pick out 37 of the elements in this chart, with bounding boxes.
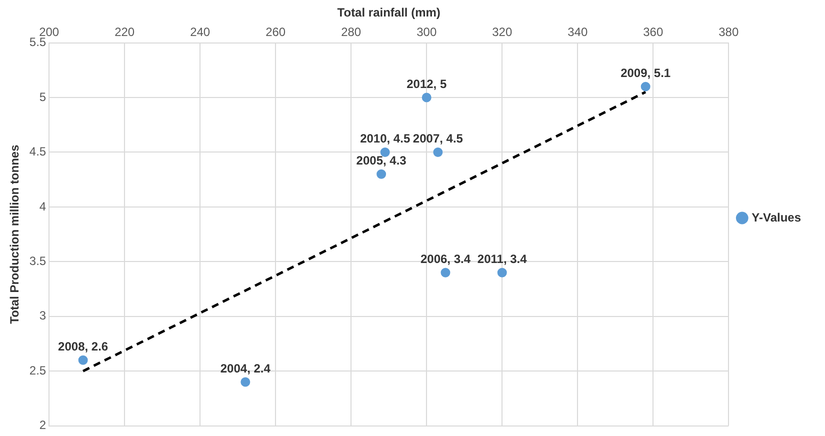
x-tick-label: 380 — [718, 24, 739, 39]
y-tick-label: 3 — [39, 308, 46, 323]
x-axis-title: Total rainfall (mm) — [337, 6, 440, 20]
y-tick-label: 3.5 — [29, 254, 46, 268]
point — [240, 377, 250, 387]
point — [497, 268, 507, 278]
y-tick-label: 2.5 — [29, 363, 46, 378]
x-tick-label: 240 — [190, 24, 210, 39]
point — [640, 82, 650, 92]
x-tick-label: 260 — [266, 24, 286, 39]
data-label: 2007, 4.5 — [412, 132, 464, 146]
x-tick-label: 280 — [341, 24, 362, 39]
data-label: 2005, 4.3 — [356, 153, 407, 168]
y-axis-title: Total Production million tonnes — [8, 144, 22, 324]
x-tick-label: 300 — [416, 24, 437, 39]
y-tick-label: 4 — [39, 199, 46, 214]
data-label: 2008, 2.6 — [58, 339, 108, 354]
data-label: 2009, 5.1 — [620, 66, 671, 80]
y-tick-label: 4.5 — [29, 144, 46, 159]
point — [78, 355, 88, 365]
x-tick-label: 360 — [643, 24, 664, 39]
legend-label: Y-Values — [752, 210, 802, 224]
data-label: 2012, 5 — [406, 76, 447, 91]
data-label: 2010, 4.5 — [360, 132, 410, 146]
point — [433, 147, 443, 157]
x-tick-label: 320 — [492, 24, 512, 39]
data-label: 2004, 2.4 — [220, 361, 271, 376]
x-tick-label: 340 — [568, 24, 588, 39]
y-tick-label: 2 — [39, 418, 46, 432]
point — [440, 268, 450, 278]
data-label: 2011, 3.4 — [477, 252, 528, 266]
point — [376, 169, 386, 179]
point — [380, 147, 390, 157]
x-tick-label: 220 — [114, 24, 135, 39]
point — [422, 92, 432, 102]
y-tick-label: 5 — [39, 90, 46, 104]
data-label: 2006, 3.4 — [420, 252, 471, 266]
